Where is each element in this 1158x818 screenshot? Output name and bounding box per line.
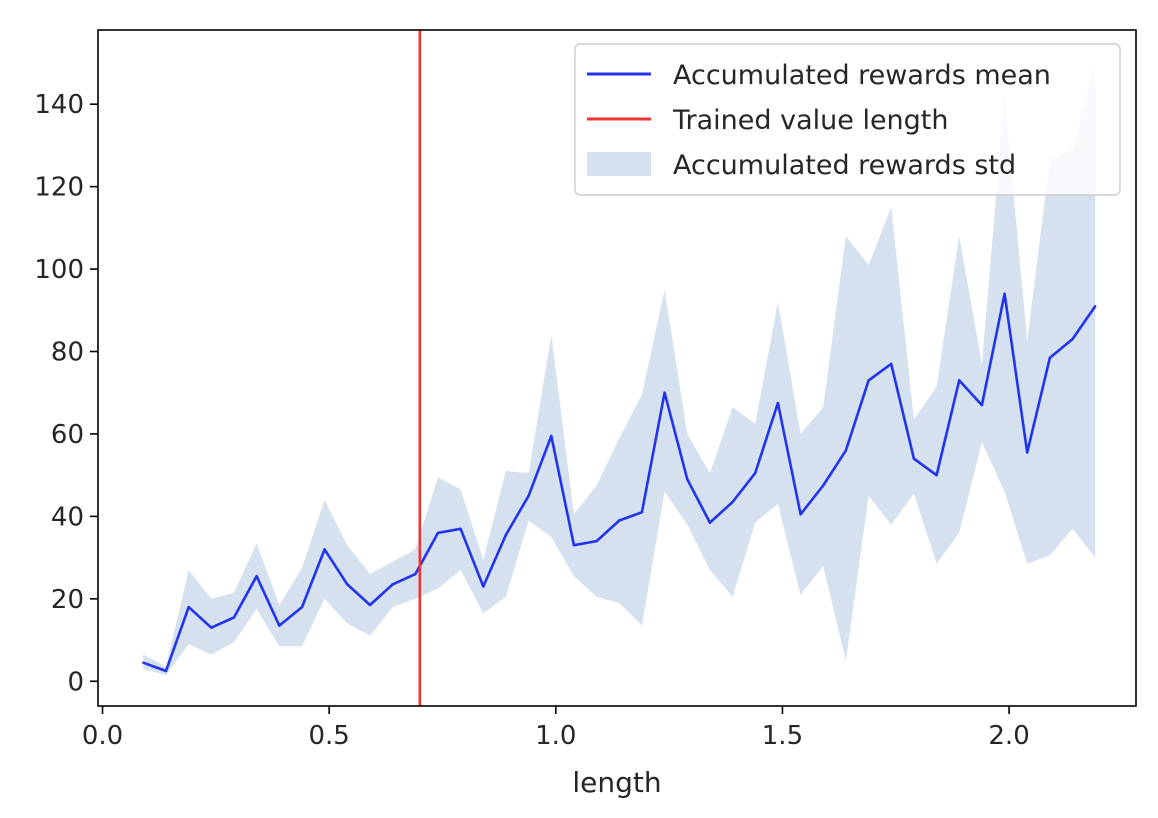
- mean-point: [663, 391, 666, 394]
- mean-point: [640, 511, 644, 514]
- y-axis: 0 20 40 60 80 100 120 140: [34, 90, 98, 697]
- mean-point: [708, 521, 712, 524]
- y-tick-label: 20: [51, 585, 84, 615]
- x-tick-label: 0.5: [308, 721, 349, 751]
- mean-point: [799, 513, 802, 516]
- mean-point: [912, 457, 916, 460]
- x-tick-label: 1.0: [535, 721, 576, 751]
- mean-point: [776, 401, 780, 405]
- mean-point: [822, 484, 825, 487]
- x-tick-label: 2.0: [988, 721, 1029, 751]
- mean-point: [187, 605, 190, 609]
- legend-label: Trained value length: [672, 105, 949, 136]
- y-tick-label: 0: [67, 667, 84, 697]
- x-axis: 0.0 0.5 1.0 1.5 2.0: [82, 706, 1030, 751]
- mean-point: [391, 583, 394, 586]
- mean-point: [754, 471, 757, 475]
- mean-point: [844, 449, 848, 452]
- y-tick-label: 120: [34, 173, 84, 203]
- mean-point: [414, 572, 417, 576]
- mean-point: [572, 544, 576, 547]
- mean-point: [1026, 451, 1029, 454]
- mean-point: [255, 574, 258, 578]
- mean-point: [958, 379, 961, 382]
- mean-point: [1071, 337, 1074, 341]
- y-tick-label: 80: [51, 338, 84, 368]
- y-tick-label: 100: [34, 255, 84, 285]
- mean-point: [550, 434, 553, 438]
- std-band: [143, 63, 1096, 676]
- mean-point: [1094, 304, 1097, 308]
- mean-point: [1003, 292, 1006, 296]
- mean-point: [278, 624, 281, 627]
- mean-point: [504, 533, 508, 537]
- mean-point: [323, 548, 326, 551]
- mean-point: [527, 494, 530, 497]
- mean-point: [618, 519, 621, 522]
- axes-frame: [97, 29, 1137, 707]
- mean-point: [142, 661, 145, 664]
- x-tick-label: 1.5: [762, 721, 803, 751]
- mean-point: [890, 362, 893, 366]
- mean-point: [210, 626, 213, 629]
- mean-point: [164, 669, 168, 673]
- mean-point: [731, 500, 734, 504]
- y-tick-label: 60: [51, 420, 84, 450]
- mean-point: [1048, 356, 1052, 359]
- x-tick-label: 0.0: [82, 721, 123, 751]
- mean-line-layer: [142, 292, 1097, 673]
- legend: Accumulated rewards mean Trained value le…: [574, 43, 1121, 196]
- legend-swatch-patch: [587, 152, 651, 176]
- mean-point: [346, 583, 349, 586]
- std-band-layer: [143, 63, 1096, 676]
- legend-label: Accumulated rewards mean: [673, 60, 1051, 91]
- mean-point: [300, 605, 304, 609]
- mean-point: [980, 403, 984, 407]
- mean-point: [686, 478, 689, 481]
- mean-point: [436, 531, 440, 535]
- y-tick-label: 40: [51, 502, 84, 532]
- legend-box: [574, 43, 1121, 196]
- x-axis-label: length: [572, 766, 661, 799]
- mean-point: [867, 379, 870, 382]
- mean-point: [595, 539, 598, 543]
- mean-point: [459, 527, 462, 530]
- y-tick-label: 140: [34, 90, 84, 120]
- mean-point: [482, 585, 485, 588]
- legend-label: Accumulated rewards std: [673, 150, 1016, 181]
- mean-point: [368, 603, 372, 607]
- mean-point: [232, 616, 236, 619]
- mean-point: [935, 473, 938, 477]
